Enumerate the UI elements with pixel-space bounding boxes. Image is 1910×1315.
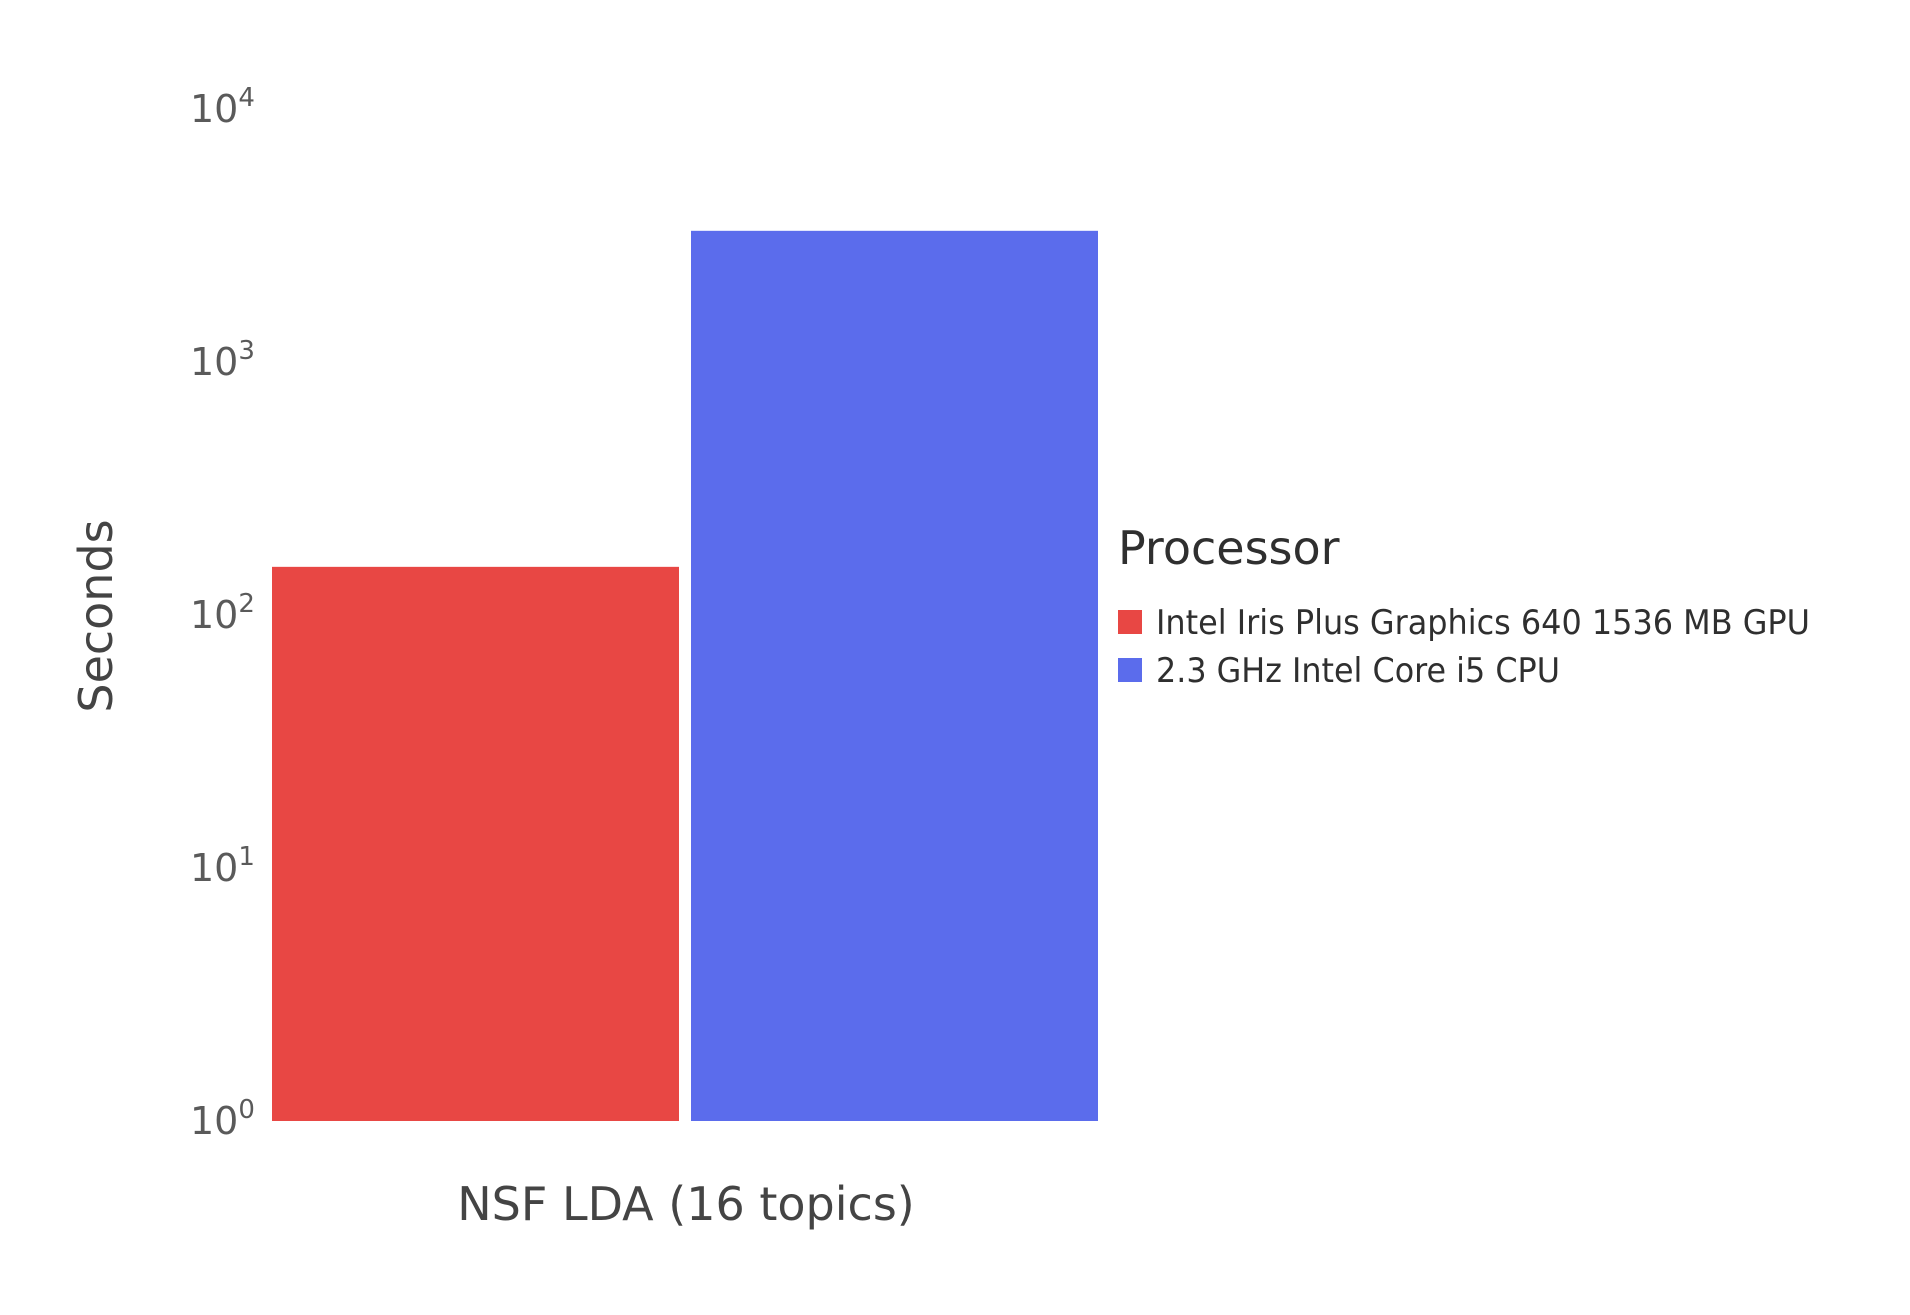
y-tick-label: 104 xyxy=(190,83,255,131)
bar-gpu xyxy=(272,566,679,1121)
x-axis-title: NSF LDA (16 topics) xyxy=(457,1177,914,1231)
legend: Processor Intel Iris Plus Graphics 640 1… xyxy=(1118,521,1810,691)
y-tick-label: 101 xyxy=(190,842,255,890)
y-tick-label: 103 xyxy=(190,336,255,384)
y-tick-label: 102 xyxy=(190,589,255,637)
y-axis-title: Seconds xyxy=(69,519,123,712)
legend-swatch xyxy=(1118,610,1142,634)
legend-label: 2.3 GHz Intel Core i5 CPU xyxy=(1156,651,1560,691)
legend-items: Intel Iris Plus Graphics 640 1536 MB GPU… xyxy=(1118,603,1810,691)
legend-label: Intel Iris Plus Graphics 640 1536 MB GPU xyxy=(1156,603,1810,643)
legend-title: Processor xyxy=(1118,521,1340,575)
bar-cpu xyxy=(691,230,1098,1121)
plot-area xyxy=(272,230,1098,1121)
legend-swatch xyxy=(1118,658,1142,682)
y-tick-label: 100 xyxy=(190,1095,255,1143)
y-axis-ticks: 100 101 102 103 104 xyxy=(190,83,255,1143)
